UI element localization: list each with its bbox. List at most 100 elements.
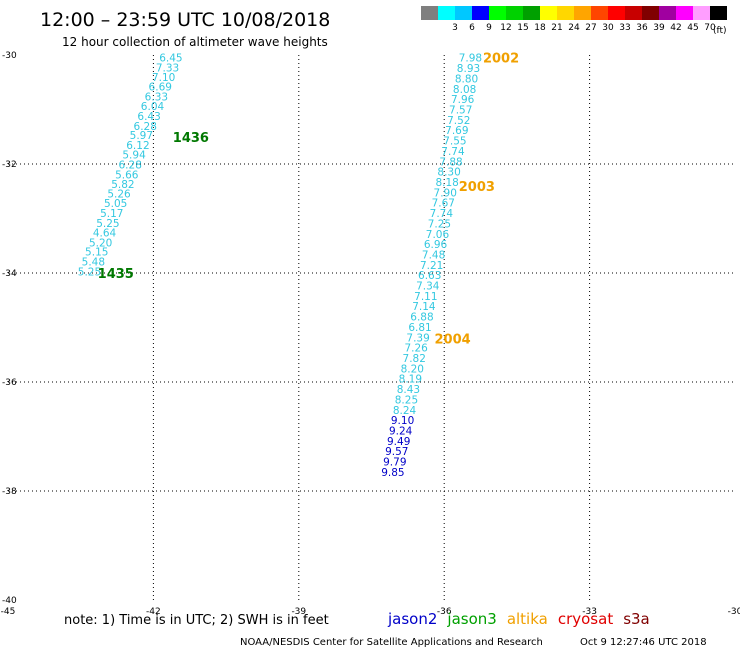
- wave-height-label: 7.48: [422, 249, 445, 261]
- footer-credit: NOAA/NESDIS Center for Satellite Applica…: [240, 637, 543, 648]
- wave-height-label: 7.90: [434, 187, 457, 199]
- satellite-legend: jason2 jason3 altika cryosat s3a: [387, 610, 650, 628]
- legend-swatch: [438, 6, 455, 20]
- legend-tick-label: 18: [534, 23, 546, 33]
- wave-height-label: 6.96: [424, 239, 448, 251]
- wave-height-label: 7.55: [443, 136, 466, 148]
- wave-height-label: 5.17: [100, 208, 123, 220]
- wave-height-label: 8.93: [457, 63, 480, 75]
- wave-height-label: 7.34: [416, 281, 440, 293]
- wave-height-label: 6.12: [126, 140, 149, 152]
- map-grid: [8, 55, 735, 600]
- wave-height-label: 8.19: [399, 374, 422, 386]
- latitude-tick-label: -38: [2, 487, 17, 497]
- legend-unit: (ft): [713, 26, 727, 36]
- legend-swatch: [489, 6, 506, 20]
- wave-height-label: 7.26: [404, 343, 428, 355]
- wave-height-label: 5.25: [96, 218, 119, 230]
- satellite-name: cryosat: [558, 610, 613, 628]
- legend-tick-label: 27: [585, 23, 596, 33]
- wave-height-label: 5.94: [122, 150, 146, 162]
- axis-labels: -45 -42 -39 -36 -33 -30 -30 -32 -34 -36 -38 -40: [1, 51, 740, 617]
- legend-tick-label: 21: [551, 23, 562, 33]
- wave-height-label: 6.33: [145, 91, 168, 103]
- wave-height-label: 9.10: [391, 415, 414, 427]
- legend-swatch: [642, 6, 659, 20]
- wave-height-label: 7.69: [445, 125, 468, 137]
- wave-height-label: 5.15: [85, 247, 108, 259]
- latitude-tick-label: -36: [2, 378, 17, 388]
- legend-tick-label: 9: [486, 23, 492, 33]
- wave-height-label: 6.43: [137, 111, 160, 123]
- longitude-tick-label: -30: [728, 607, 740, 617]
- wave-height-label: 8.30: [437, 167, 460, 179]
- legend-swatch: [506, 6, 523, 20]
- wave-height-label: 8.08: [453, 84, 476, 96]
- legend-swatch: [540, 6, 557, 20]
- legend-swatch: [421, 6, 438, 20]
- legend-swatch: [625, 6, 642, 20]
- satellite-name: jason2: [387, 610, 437, 628]
- legend-tick-label: 15: [517, 23, 528, 33]
- longitude-tick-label: -33: [582, 607, 597, 617]
- wave-height-label: 5.20: [89, 237, 112, 249]
- wave-height-label: 9.49: [387, 436, 410, 448]
- legend-tick-label: 6: [469, 23, 475, 33]
- wave-height-label: 6.81: [408, 322, 431, 334]
- legend-swatch: [710, 6, 727, 20]
- legend-tick-label: 33: [619, 23, 630, 33]
- altimeter-tracks: 6.457.337.106.696.336.046.436.285.976.12…: [78, 53, 482, 479]
- latitude-tick-label: -30: [2, 51, 17, 61]
- pass-time-labels: 1436 1435 2002 2003 2004: [98, 52, 519, 348]
- legend-swatch: [557, 6, 574, 20]
- legend-swatch: [693, 6, 710, 20]
- wave-height-label: 7.39: [406, 332, 429, 344]
- footer-note: note: 1) Time is in UTC; 2) SWH is in fe…: [64, 613, 329, 628]
- pass-time-label: 2002: [483, 52, 519, 67]
- track-east-lower: 9.109.249.499.579.799.85: [381, 415, 414, 479]
- latitude-tick-label: -40: [2, 596, 17, 606]
- legend-tick-label: 39: [653, 23, 665, 33]
- wave-height-label: 8.18: [435, 177, 458, 189]
- color-legend: 3 6 9 12 15 18 21 24 27 30 33 36 39 42 45 70: [421, 6, 727, 33]
- wave-height-label: 8.20: [401, 363, 424, 375]
- wave-height-label: 7.25: [428, 218, 451, 230]
- legend-tick-label: 24: [568, 23, 580, 33]
- wave-height-label: 7.10: [152, 72, 175, 84]
- wave-height-label: 6.69: [149, 82, 172, 94]
- pass-time-label: 1436: [173, 131, 209, 146]
- legend-swatch: [608, 6, 625, 20]
- page-subtitle: 12 hour collection of altimeter wave hei…: [62, 35, 328, 49]
- wave-height-label: 6.45: [159, 53, 182, 65]
- wave-height-label: 7.74: [441, 146, 465, 158]
- wave-height-label: 9.57: [385, 446, 408, 458]
- satellite-name: jason3: [446, 610, 496, 628]
- wave-height-label: 5.48: [82, 257, 105, 269]
- legend-swatch: [574, 6, 591, 20]
- wave-height-label: 6.63: [418, 270, 441, 282]
- wave-height-label: 7.14: [412, 301, 436, 313]
- wave-height-label: 9.79: [383, 457, 406, 469]
- longitude-tick-label: -39: [291, 607, 306, 617]
- wave-height-label: 6.28: [119, 160, 142, 172]
- wave-height-label: 8.43: [397, 384, 420, 396]
- pass-time-label: 2004: [435, 332, 471, 347]
- wave-height-label: 7.96: [451, 94, 475, 106]
- legend-swatch: [659, 6, 676, 20]
- legend-tick-label: 30: [602, 23, 614, 33]
- wave-height-label: 7.21: [420, 260, 443, 272]
- wave-height-label: 7.98: [459, 53, 482, 65]
- legend-tick-label: 36: [636, 23, 648, 33]
- legend-tick-label: 3: [452, 23, 458, 33]
- wave-height-label: 7.57: [449, 105, 472, 117]
- legend-swatch: [591, 6, 608, 20]
- wave-height-label: 7.88: [439, 156, 462, 168]
- track-east-upper: 7.988.938.808.087.967.577.527.697.557.74…: [393, 53, 482, 417]
- latitude-tick-label: -32: [2, 160, 17, 170]
- wave-height-label: 7.67: [432, 198, 455, 210]
- wave-height-label: 8.80: [455, 73, 478, 85]
- legend-swatch: [523, 6, 540, 20]
- legend-swatch: [472, 6, 489, 20]
